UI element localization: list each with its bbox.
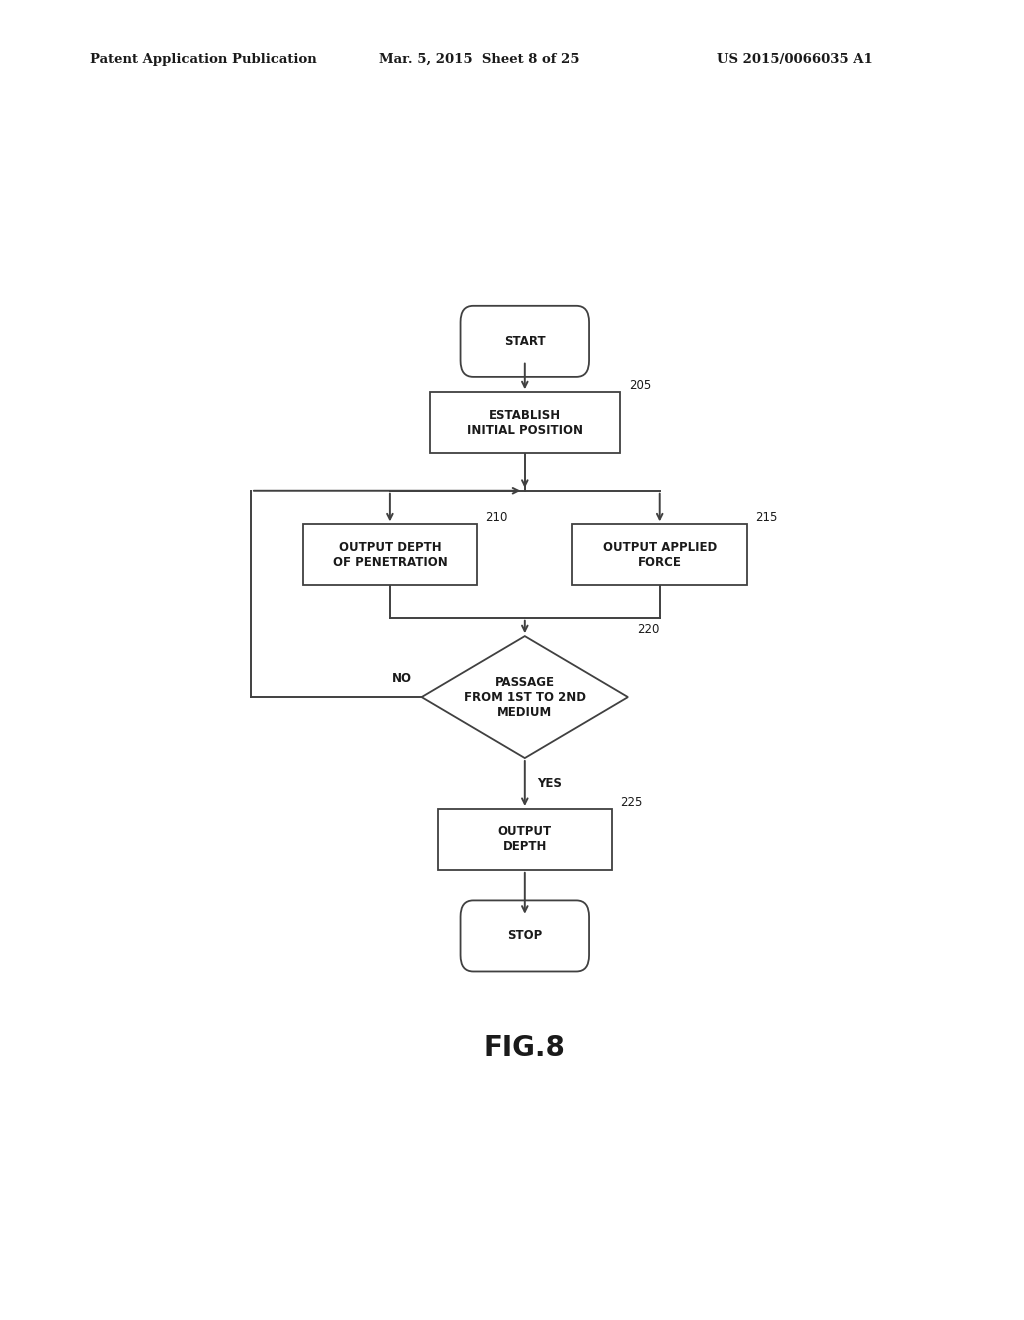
Polygon shape <box>422 636 628 758</box>
Text: Patent Application Publication: Patent Application Publication <box>90 53 316 66</box>
Text: ESTABLISH
INITIAL POSITION: ESTABLISH INITIAL POSITION <box>467 409 583 437</box>
FancyBboxPatch shape <box>461 900 589 972</box>
Text: 210: 210 <box>485 511 508 524</box>
Bar <box>303 524 477 585</box>
Text: OUTPUT
DEPTH: OUTPUT DEPTH <box>498 825 552 854</box>
Text: 225: 225 <box>620 796 642 809</box>
Text: FIG.8: FIG.8 <box>484 1034 565 1061</box>
Text: NO: NO <box>392 672 412 685</box>
Text: START: START <box>504 335 546 348</box>
Bar <box>430 392 621 453</box>
Text: 215: 215 <box>755 511 777 524</box>
Text: YES: YES <box>537 777 561 789</box>
Bar <box>572 524 748 585</box>
Text: STOP: STOP <box>507 929 543 942</box>
Text: Mar. 5, 2015  Sheet 8 of 25: Mar. 5, 2015 Sheet 8 of 25 <box>379 53 580 66</box>
FancyBboxPatch shape <box>461 306 589 378</box>
Text: OUTPUT APPLIED
FORCE: OUTPUT APPLIED FORCE <box>602 541 717 569</box>
Text: 205: 205 <box>630 379 652 392</box>
Bar <box>437 809 612 870</box>
Text: OUTPUT DEPTH
OF PENETRATION: OUTPUT DEPTH OF PENETRATION <box>333 541 447 569</box>
Text: PASSAGE
FROM 1ST TO 2ND
MEDIUM: PASSAGE FROM 1ST TO 2ND MEDIUM <box>464 676 586 718</box>
Text: US 2015/0066035 A1: US 2015/0066035 A1 <box>717 53 872 66</box>
Text: 220: 220 <box>638 623 659 636</box>
